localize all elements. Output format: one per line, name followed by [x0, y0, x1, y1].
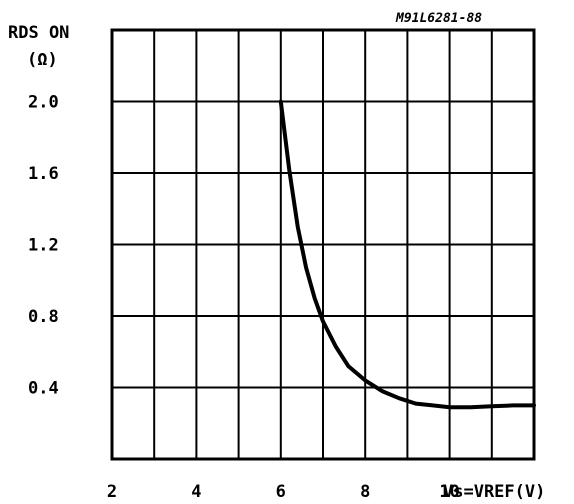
figure-code: M91L6281-88	[395, 11, 482, 26]
x-tick-label: 2	[107, 482, 117, 502]
y-axis-label: RDS ON	[8, 23, 69, 43]
x-tick-labels: 2 4 6 8 10	[107, 482, 460, 502]
y-tick-label: 2.0	[28, 93, 59, 113]
x-tick-label: 6	[276, 482, 286, 502]
y-tick-label: 0.4	[28, 379, 59, 399]
x-axis-label: Vs=VREF(V)	[443, 482, 545, 502]
y-tick-label: 0.8	[28, 307, 59, 327]
grid-lines	[112, 30, 534, 459]
y-axis-unit: (Ω)	[27, 50, 58, 70]
series-line	[278, 99, 536, 410]
y-tick-label: 1.2	[28, 236, 59, 256]
x-tick-label: 10	[439, 482, 459, 502]
plot-frame	[110, 28, 536, 461]
y-tick-labels: 0.4 0.8 1.2 1.6 2.0	[28, 93, 59, 399]
x-tick-label: 4	[191, 482, 201, 502]
x-tick-label: 8	[360, 482, 370, 502]
y-tick-label: 1.6	[28, 164, 59, 184]
